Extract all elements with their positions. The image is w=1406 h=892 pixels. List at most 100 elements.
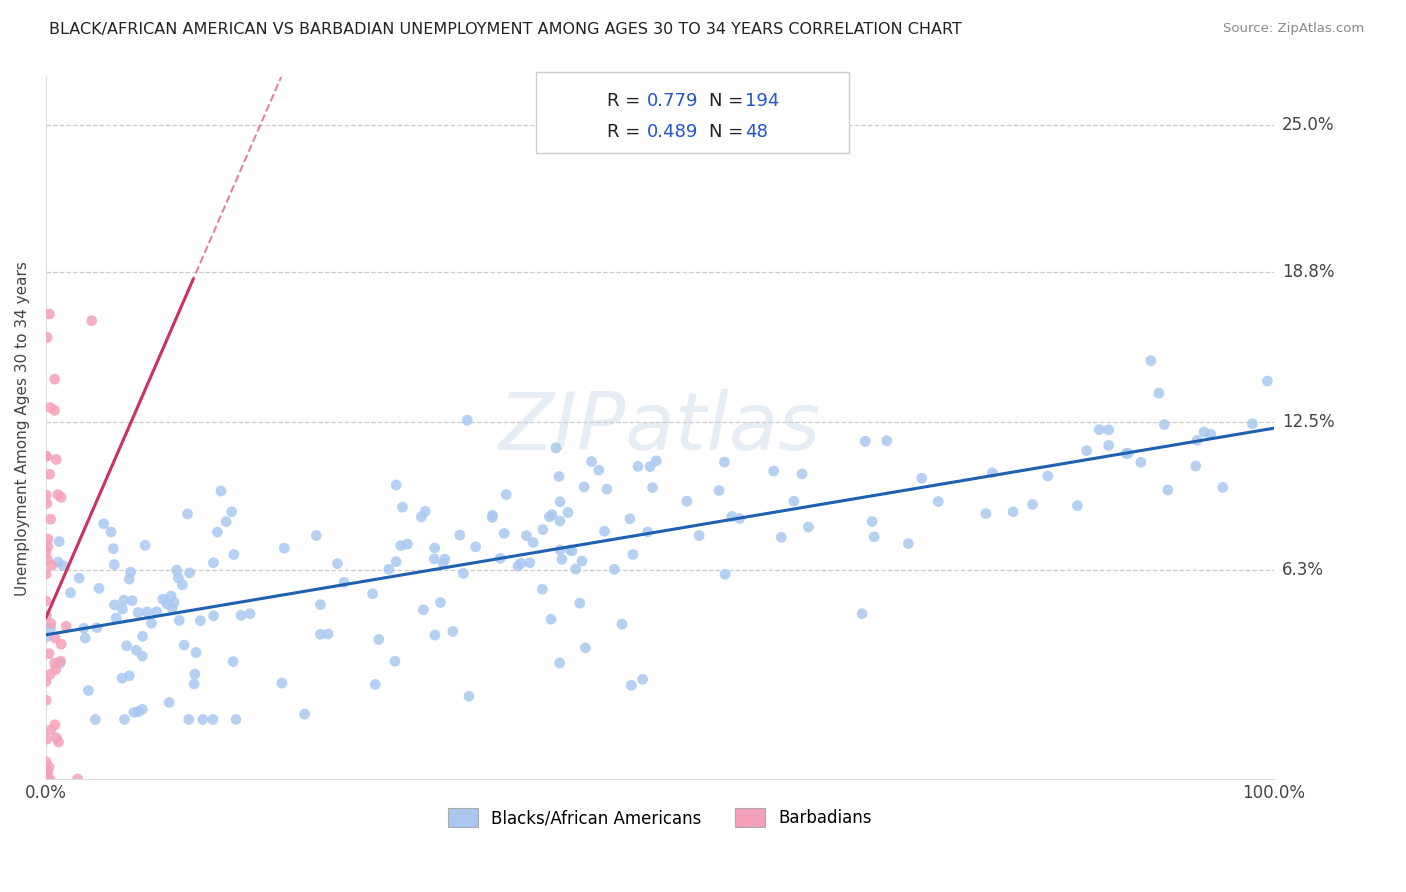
- Point: [202, 556, 225, 570]
- Point: [603, 562, 626, 576]
- Point: [588, 463, 610, 477]
- Point: [45, 663, 67, 677]
- Point: [221, 505, 243, 519]
- Point: [35, 732, 58, 747]
- Point: [456, 413, 478, 427]
- Point: [309, 598, 332, 612]
- Point: [853, 434, 876, 449]
- Point: [790, 467, 813, 481]
- Point: [396, 537, 419, 551]
- Point: [105, 611, 128, 625]
- Point: [45, 452, 67, 467]
- Point: [121, 593, 143, 607]
- Text: 25.0%: 25.0%: [1282, 116, 1334, 134]
- Point: [127, 606, 149, 620]
- Point: [1115, 446, 1137, 460]
- Point: [481, 508, 503, 523]
- Point: [114, 713, 136, 727]
- Point: [391, 500, 413, 515]
- Point: [229, 608, 252, 623]
- Point: [120, 565, 142, 579]
- Point: [176, 507, 198, 521]
- Point: [38, 667, 60, 681]
- Point: [531, 582, 554, 597]
- Point: [35, 693, 58, 707]
- Point: [620, 678, 643, 692]
- Point: [981, 466, 1004, 480]
- Point: [707, 483, 730, 498]
- Point: [37, 552, 59, 566]
- Point: [797, 520, 820, 534]
- Point: [177, 713, 200, 727]
- Point: [641, 481, 664, 495]
- Point: [1256, 374, 1278, 388]
- Point: [35, 764, 58, 778]
- Point: [510, 556, 533, 570]
- Point: [49, 657, 72, 671]
- Point: [173, 638, 195, 652]
- Point: [1116, 446, 1139, 460]
- Point: [39, 512, 62, 526]
- Point: [167, 613, 190, 627]
- Point: [38, 467, 60, 482]
- Point: [927, 494, 949, 508]
- Point: [593, 524, 616, 539]
- Point: [494, 526, 516, 541]
- Point: [87, 582, 110, 596]
- Point: [464, 540, 486, 554]
- Point: [548, 543, 571, 558]
- Point: [638, 459, 661, 474]
- Point: [37, 765, 59, 780]
- Point: [188, 614, 211, 628]
- Point: [326, 557, 349, 571]
- Point: [44, 631, 66, 645]
- Point: [35, 772, 58, 786]
- Point: [1066, 499, 1088, 513]
- Point: [688, 528, 710, 542]
- Point: [294, 707, 316, 722]
- Point: [423, 552, 446, 566]
- Point: [385, 478, 408, 492]
- Point: [184, 645, 207, 659]
- Point: [385, 555, 408, 569]
- Point: [531, 523, 554, 537]
- Point: [1036, 469, 1059, 483]
- Point: [1021, 498, 1043, 512]
- Point: [1076, 443, 1098, 458]
- Point: [876, 434, 898, 448]
- Point: [44, 718, 66, 732]
- Text: 6.3%: 6.3%: [1282, 561, 1324, 579]
- Point: [222, 655, 245, 669]
- Point: [46, 488, 69, 502]
- Point: [157, 696, 180, 710]
- Point: [35, 630, 58, 644]
- Point: [557, 506, 579, 520]
- Point: [1002, 505, 1025, 519]
- Point: [1129, 455, 1152, 469]
- Point: [560, 542, 582, 557]
- Point: [1199, 427, 1222, 442]
- Text: R =: R =: [607, 92, 647, 110]
- Point: [522, 535, 544, 549]
- Point: [423, 628, 446, 642]
- Point: [103, 558, 125, 572]
- Point: [561, 543, 583, 558]
- Point: [111, 671, 134, 685]
- Point: [35, 545, 58, 559]
- Point: [111, 602, 134, 616]
- Point: [721, 509, 744, 524]
- Point: [271, 676, 294, 690]
- Point: [1088, 423, 1111, 437]
- Point: [713, 455, 735, 469]
- Point: [610, 617, 633, 632]
- Point: [1157, 483, 1180, 497]
- Point: [1147, 386, 1170, 401]
- Point: [627, 459, 650, 474]
- Point: [433, 552, 456, 566]
- Point: [361, 587, 384, 601]
- Point: [163, 595, 186, 609]
- Point: [179, 566, 201, 580]
- Point: [35, 755, 58, 769]
- Point: [152, 592, 174, 607]
- Point: [540, 612, 562, 626]
